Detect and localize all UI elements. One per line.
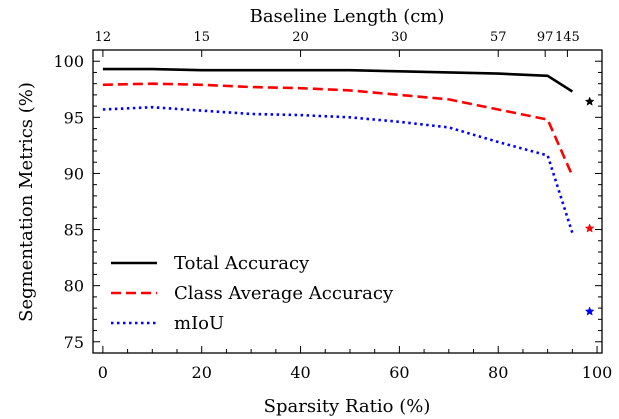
x-tick-label: 80 <box>488 363 508 382</box>
legend-label-class-average-accuracy: Class Average Accuracy <box>174 283 394 304</box>
y-tick-label: 75 <box>64 333 84 352</box>
top-tick-label: 145 <box>555 30 580 45</box>
y-tick-label: 90 <box>64 164 84 183</box>
top-tick-label: 30 <box>391 30 408 45</box>
top-tick-label: 20 <box>292 30 309 45</box>
x-axis-title: Sparsity Ratio (%) <box>264 396 431 417</box>
series-line-total-accuracy <box>102 67 574 93</box>
top-tick-label: 15 <box>193 30 210 45</box>
top-tick-label: 57 <box>490 30 507 45</box>
x-tick-label: 60 <box>389 363 409 382</box>
legend-label-total-accuracy: Total Accuracy <box>174 253 310 274</box>
y-axis-title: Segmentation Metrics (%) <box>16 82 37 322</box>
series-layer <box>102 67 574 234</box>
tick-marks <box>93 50 602 353</box>
x-tick-label: 100 <box>582 363 613 382</box>
plot-frame <box>92 49 603 354</box>
tick-labels: 0 20 40 60 80 100 12 15 20 30 57 97 145 75 80 85 90 95 100 <box>53 30 612 382</box>
x-tick-label: 40 <box>290 363 310 382</box>
y-tick-label: 100 <box>53 52 84 71</box>
top-tick-label: 12 <box>95 30 112 45</box>
star-marker <box>584 223 595 233</box>
star-marker <box>584 306 595 316</box>
star-marker <box>584 96 595 106</box>
y-tick-label: 85 <box>64 221 84 240</box>
y-tick-label: 95 <box>64 108 84 127</box>
marker-layer <box>584 96 595 316</box>
series-line-class-average-accuracy <box>102 82 574 177</box>
top-axis-title: Baseline Length (cm) <box>250 6 445 27</box>
legend-label-miou: mIoU <box>174 313 224 334</box>
top-tick-label: 97 <box>537 30 554 45</box>
y-tick-label: 80 <box>64 277 84 296</box>
legend: Total Accuracy Class Average Accuracy mI… <box>111 253 394 334</box>
x-tick-label: 0 <box>98 363 108 382</box>
series-line-miou <box>102 105 574 234</box>
x-tick-label: 20 <box>192 363 212 382</box>
